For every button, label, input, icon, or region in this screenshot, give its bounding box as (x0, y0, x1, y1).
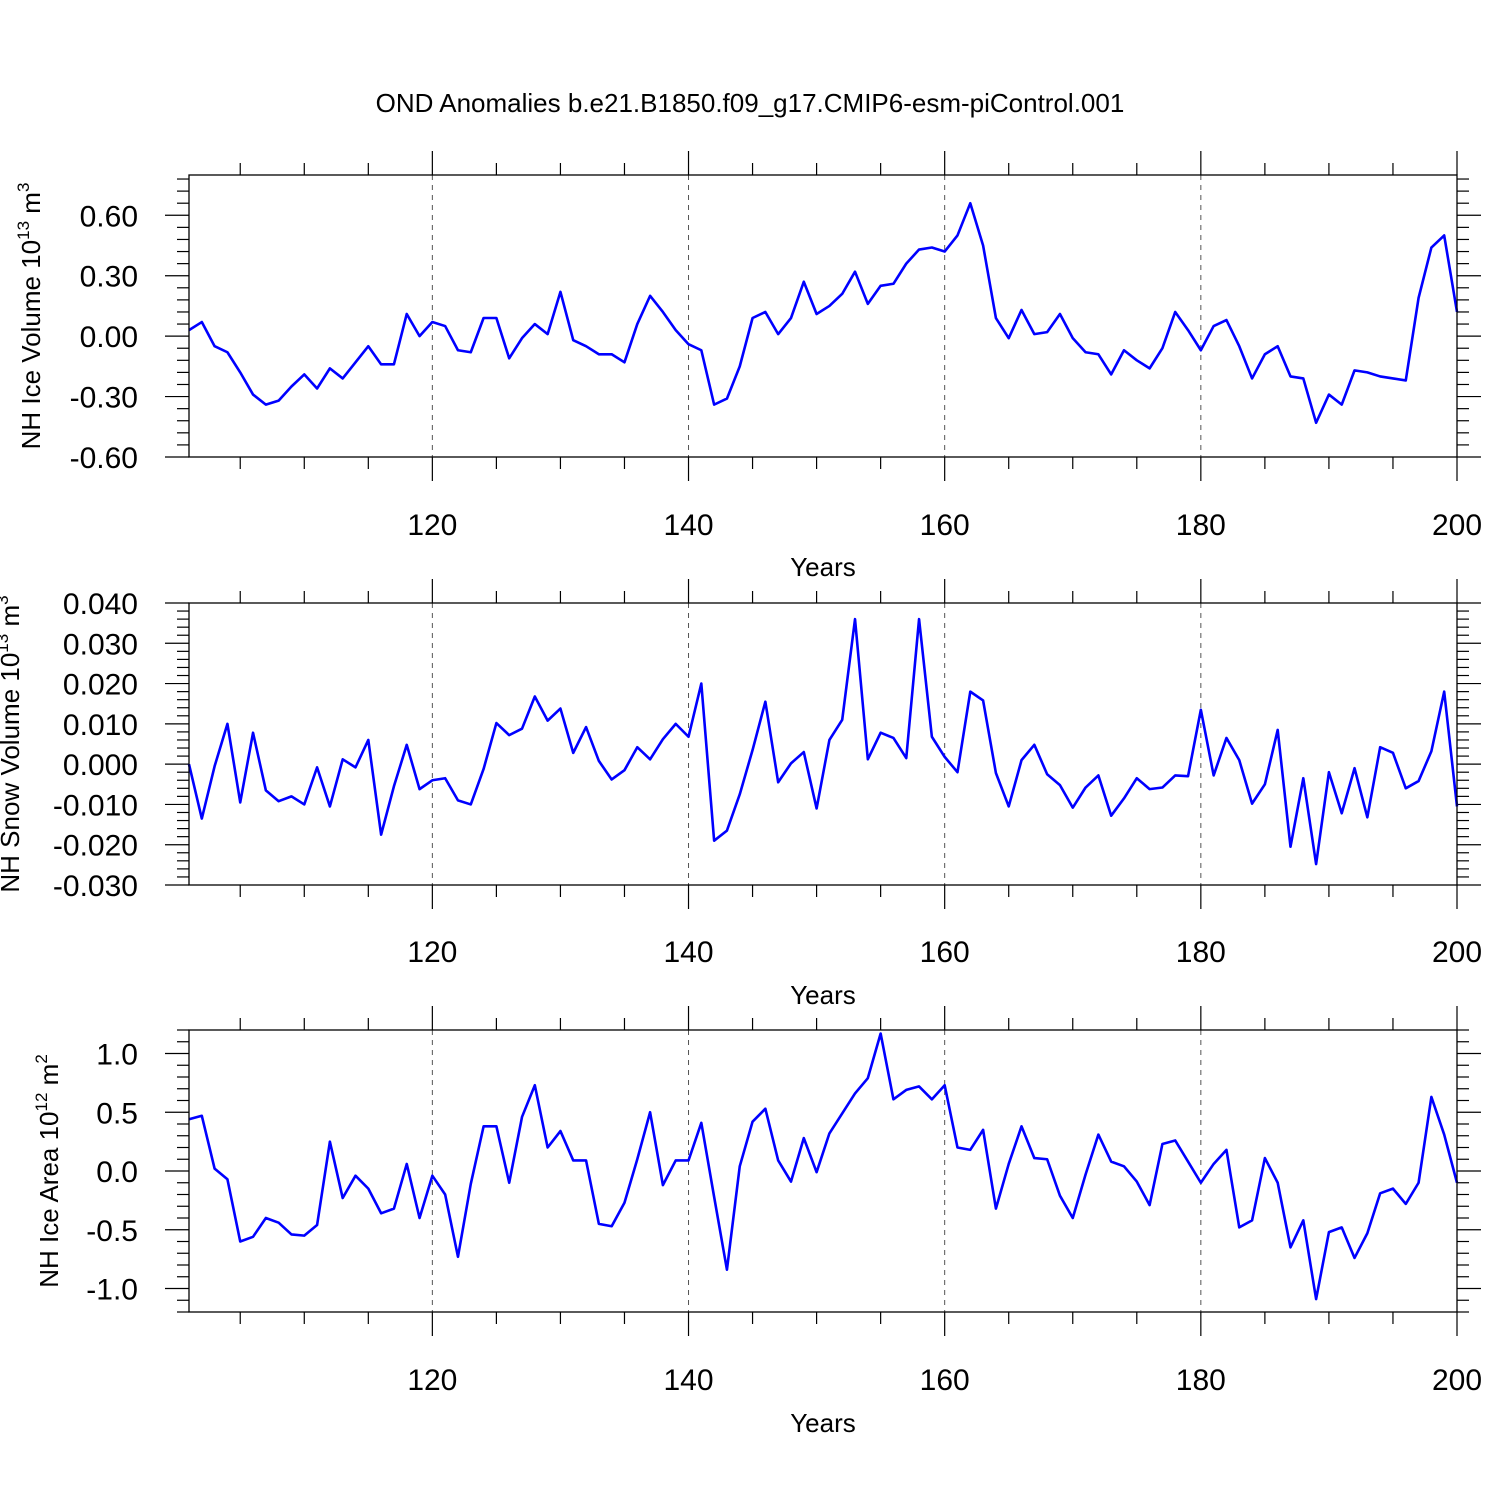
x-tick-label: 160 (920, 1364, 970, 1397)
y-axis-label-superscript: 12 (32, 1093, 51, 1112)
y-tick-label: 0.60 (80, 200, 138, 233)
y-tick-label: -0.5 (86, 1215, 138, 1248)
x-tick-label: 120 (407, 936, 457, 969)
y-tick-label: 0.040 (63, 588, 138, 621)
panels: -0.60 -0.30 0.00 0.30 0.60 120 140 160 180 200 Yea… (0, 151, 1482, 1438)
x-axis-label: Years (790, 552, 856, 582)
y-axis-label-text: NH Ice Area 10 (34, 1111, 64, 1287)
figure-title: OND Anomalies b.e21.B1850.f09_g17.CMIP6-… (376, 88, 1125, 118)
nh-snow-volume-series-line (187, 617, 1459, 866)
y-tick-label: 0.020 (63, 669, 138, 702)
x-tick-label: 120 (407, 509, 457, 542)
x-tick-label: 140 (663, 1364, 713, 1397)
x-tick-label: 120 (407, 1364, 457, 1397)
x-tick-label: 200 (1432, 936, 1482, 969)
plot-frame (188, 602, 1458, 886)
y-tick-label: 0.0 (96, 1156, 138, 1189)
y-axis-label: NH Ice Area 1012 m2 (32, 1054, 64, 1288)
nh-ice-area-series-line (188, 1032, 1459, 1301)
y-tick-label: -0.030 (53, 870, 138, 903)
y-tick-label: 0.030 (63, 628, 138, 661)
y-axis-label-text: m (0, 605, 25, 634)
x-tick-label: 180 (1176, 1364, 1226, 1397)
y-axis-label-text: m (34, 1064, 64, 1093)
x-axis-label: Years (790, 980, 856, 1010)
x-tick-label: 200 (1432, 509, 1482, 542)
y-axis-label: NH Ice Volume 1013 m3 (14, 183, 46, 450)
y-tick-label: 0.010 (63, 709, 138, 742)
y-tick-label: 0.00 (80, 321, 138, 354)
y-axis-label-text: NH Snow Volume 10 (0, 653, 25, 893)
y-tick-label: -0.30 (70, 382, 138, 415)
x-tick-label: 140 (663, 936, 713, 969)
x-tick-label: 180 (1176, 936, 1226, 969)
x-tick-label: 180 (1176, 509, 1226, 542)
nh-ice-area-panel: -1.0 -0.5 0.0 0.5 1.0 120 140 160 180 200 Years NH … (32, 1006, 1482, 1438)
y-tick-label: 0.30 (80, 261, 138, 294)
x-axis-label: Years (790, 1408, 856, 1438)
y-axis-label-superscript: 3 (14, 183, 33, 192)
y-tick-label: -0.020 (53, 830, 138, 863)
y-axis-label-superscript: 13 (0, 634, 12, 653)
y-tick-label: -0.010 (53, 789, 138, 822)
y-tick-label: -1.0 (86, 1274, 138, 1307)
nh-ice-volume-series-line (188, 201, 1459, 425)
plot-frame (188, 174, 1458, 458)
y-axis-label: NH Snow Volume 1013 m3 (0, 595, 25, 892)
y-axis-label-superscript: 2 (32, 1054, 51, 1063)
plot-frame (188, 1029, 1458, 1313)
y-tick-label: -0.60 (70, 442, 138, 475)
x-tick-label: 160 (920, 936, 970, 969)
y-tick-label: 0.000 (63, 749, 138, 782)
nh-snow-volume-panel: -0.030 -0.020 -0.010 0.000 0.010 0.020 0.030 0.… (0, 579, 1482, 1010)
y-tick-label: 1.0 (96, 1039, 138, 1072)
y-axis-label-text: NH Ice Volume 10 (16, 240, 46, 450)
y-tick-label: 0.5 (96, 1097, 138, 1130)
x-tick-label: 200 (1432, 1364, 1482, 1397)
nh-ice-volume-panel: -0.60 -0.30 0.00 0.30 0.60 120 140 160 180 200 Yea… (14, 151, 1482, 582)
y-axis-label-superscript: 3 (0, 595, 12, 604)
y-axis-label-text: m (16, 192, 46, 221)
y-axis-label-superscript: 13 (14, 221, 33, 240)
x-tick-label: 160 (920, 509, 970, 542)
x-tick-label: 140 (663, 509, 713, 542)
